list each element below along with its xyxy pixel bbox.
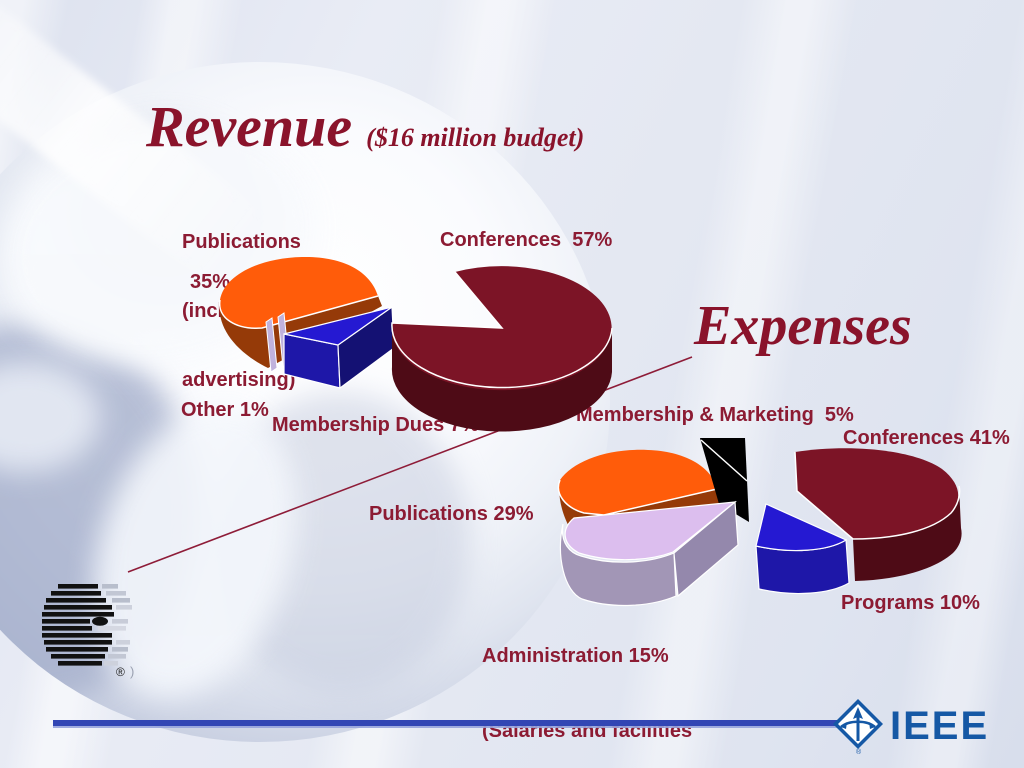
label-line: Publications xyxy=(182,231,301,253)
revenue-other-slice xyxy=(265,317,278,373)
label-revenue-conferences: Conferences 57% xyxy=(440,229,613,251)
label-revenue-other: Other 1% xyxy=(181,399,269,421)
expenses-conferences-slice-top xyxy=(795,448,959,539)
expenses-programs-slice-top xyxy=(755,503,848,552)
expenses-title-group: Expenses xyxy=(694,295,912,358)
label-expenses-publications: Publications 29% xyxy=(369,503,534,525)
expenses-title: Expenses xyxy=(694,295,912,357)
expenses-membership-marketing-slice xyxy=(700,438,749,522)
revenue-publications-slice-edge xyxy=(219,295,379,329)
expenses-administration-slice-top xyxy=(564,501,737,561)
footer-rule xyxy=(53,720,843,726)
ieee-wordmark: IEEE xyxy=(890,704,989,748)
expenses-publications-slice-edge xyxy=(557,479,718,516)
label-expenses-programs: Programs 10% xyxy=(841,592,980,614)
expenses-publications-slice-top xyxy=(558,449,717,515)
expenses-conferences-slice-edge xyxy=(794,451,961,540)
ieee-diamond-icon: ® xyxy=(833,699,883,754)
revenue-conferences-slice-edge xyxy=(391,271,613,389)
registered-mark: ® xyxy=(116,665,125,679)
expenses-membership-marketing-slice-edge xyxy=(700,439,748,482)
logo-paren: ) xyxy=(130,664,134,679)
logo-stripes xyxy=(42,584,132,666)
striped-globe-logo: ® ) xyxy=(42,584,134,679)
revenue-subtitle: ($16 million budget) xyxy=(366,123,585,152)
label-expenses-conferences: Conferences 41% xyxy=(843,427,1010,449)
ieee-logo: ® IEEE xyxy=(833,699,989,754)
expenses-administration-slice-front xyxy=(559,523,677,607)
revenue-conferences-slice-side xyxy=(391,323,612,432)
label-expenses-membership-marketing: Membership & Marketing 5% xyxy=(576,404,854,426)
label-revenue-publications-pct: 35% xyxy=(190,271,231,293)
registered-mark: ® xyxy=(856,748,862,754)
label-line: Administration 15% xyxy=(482,645,669,667)
revenue-title: Revenue xyxy=(146,94,353,159)
revenue-membership-dues-slice-top xyxy=(283,306,393,346)
label-line: advertising) xyxy=(182,369,296,391)
revenue-publications-slice-top xyxy=(219,256,378,329)
revenue-title-group: Revenue ($16 million budget) xyxy=(146,94,584,161)
